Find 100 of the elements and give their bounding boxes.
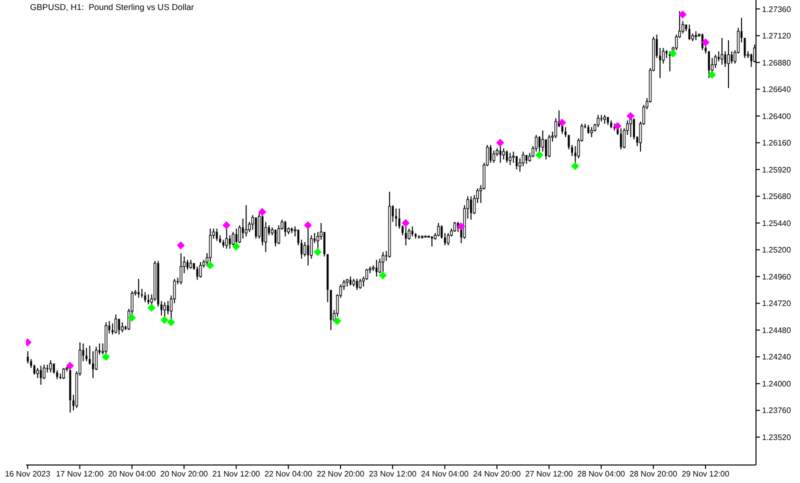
candlestick bbox=[199, 262, 202, 278]
candlestick bbox=[120, 322, 124, 333]
x-tick-label: 28 Nov 20:00 bbox=[630, 470, 678, 479]
x-tick-label: 20 Nov 20:00 bbox=[160, 470, 208, 479]
candlestick bbox=[404, 226, 407, 246]
point bbox=[613, 122, 622, 130]
candlestick bbox=[714, 54, 717, 69]
point bbox=[535, 151, 544, 159]
candlestick bbox=[502, 148, 505, 160]
candlestick bbox=[118, 318, 120, 336]
point bbox=[314, 248, 322, 256]
candlestick bbox=[114, 314, 118, 334]
candlestick bbox=[228, 234, 231, 250]
y-tick-label: 1.26640 bbox=[762, 85, 792, 94]
candlestick bbox=[453, 221, 456, 232]
x-tick-label: 28 Nov 04:00 bbox=[577, 470, 626, 479]
candlestick bbox=[85, 347, 88, 362]
candlestick bbox=[548, 134, 551, 158]
candlestick bbox=[208, 228, 212, 263]
candlestick bbox=[216, 228, 218, 242]
candlestick bbox=[744, 37, 746, 58]
candlestick bbox=[254, 216, 257, 240]
candlestick bbox=[544, 138, 547, 160]
y-tick-label: 1.25920 bbox=[762, 165, 792, 174]
candlestick bbox=[440, 224, 443, 240]
point bbox=[258, 208, 266, 216]
point bbox=[128, 314, 136, 322]
candlestick bbox=[470, 196, 472, 220]
candlestick bbox=[180, 252, 182, 285]
y-tick-label: 1.25680 bbox=[762, 192, 792, 202]
y-tick-label: 1.26880 bbox=[762, 58, 792, 68]
y-tick-label: 1.23760 bbox=[762, 406, 792, 416]
point bbox=[678, 10, 687, 18]
candlestick bbox=[36, 367, 39, 379]
candlestick bbox=[163, 302, 166, 318]
y-tick-label: 1.25200 bbox=[762, 246, 792, 255]
point bbox=[571, 162, 580, 170]
y-tick-label: 1.23520 bbox=[762, 432, 792, 442]
y-tick-label: 1.27120 bbox=[762, 32, 792, 41]
candlestick bbox=[508, 152, 512, 166]
y-tick-label: 1.25440 bbox=[762, 218, 792, 228]
candlestick bbox=[166, 300, 169, 315]
candlestick bbox=[232, 231, 234, 246]
candlestick bbox=[92, 350, 94, 379]
point bbox=[668, 50, 677, 58]
candlestick bbox=[49, 360, 52, 373]
candlestick bbox=[33, 364, 36, 376]
point bbox=[222, 221, 230, 230]
candlestick bbox=[516, 156, 518, 170]
y-tick-label: 1.24720 bbox=[762, 299, 792, 308]
candlestick bbox=[490, 144, 492, 164]
y-tick-label: 1.24960 bbox=[762, 272, 792, 282]
candlestick bbox=[564, 126, 567, 138]
candlestick bbox=[356, 278, 358, 290]
y-tick-label: 1.27360 bbox=[762, 4, 792, 14]
point bbox=[167, 318, 176, 326]
x-tick-label: 29 Nov 12:00 bbox=[682, 470, 730, 479]
candlestick bbox=[138, 278, 140, 298]
point bbox=[496, 138, 504, 147]
x-tick-label: 27 Nov 12:00 bbox=[525, 470, 574, 479]
point bbox=[378, 271, 387, 280]
point bbox=[147, 304, 156, 312]
x-tick-label: 20 Nov 04:00 bbox=[108, 470, 156, 479]
point bbox=[304, 221, 312, 230]
candlestick bbox=[196, 266, 198, 280]
candlestick bbox=[720, 37, 724, 66]
candlestick bbox=[284, 220, 286, 237]
candlestick bbox=[444, 232, 446, 246]
candlestick bbox=[235, 228, 238, 245]
candlestick bbox=[590, 126, 593, 138]
point bbox=[457, 222, 466, 230]
chart-title: GBPUSD, H1: Pound Sterling vs US Dollar bbox=[30, 2, 194, 12]
candlestick bbox=[144, 292, 146, 303]
x-tick-label: 22 Nov 20:00 bbox=[316, 470, 365, 479]
y-tick-label: 1.24480 bbox=[762, 326, 792, 335]
candlestick bbox=[88, 345, 91, 366]
candlestick bbox=[225, 228, 228, 250]
candlestick bbox=[62, 367, 66, 380]
point bbox=[708, 70, 716, 79]
candlestick bbox=[244, 204, 248, 237]
point bbox=[66, 362, 74, 370]
candlestick bbox=[688, 24, 690, 41]
candlestick bbox=[446, 232, 450, 246]
candlestick bbox=[730, 50, 733, 64]
x-tick-label: 17 Nov 12:00 bbox=[56, 470, 104, 479]
point bbox=[160, 316, 169, 324]
point bbox=[176, 241, 185, 250]
point bbox=[232, 242, 240, 250]
point bbox=[626, 112, 635, 120]
candlestick bbox=[26, 350, 29, 364]
point bbox=[701, 38, 710, 46]
point bbox=[102, 352, 110, 361]
candlestick bbox=[112, 322, 114, 336]
x-tick-label: 24 Nov 20:00 bbox=[473, 470, 522, 479]
point bbox=[206, 261, 214, 270]
candlestick bbox=[506, 150, 508, 164]
y-tick-label: 1.24240 bbox=[762, 352, 792, 362]
x-tick-label: 23 Nov 12:00 bbox=[368, 470, 417, 479]
candlestick bbox=[620, 128, 622, 150]
candlestick bbox=[382, 252, 384, 273]
